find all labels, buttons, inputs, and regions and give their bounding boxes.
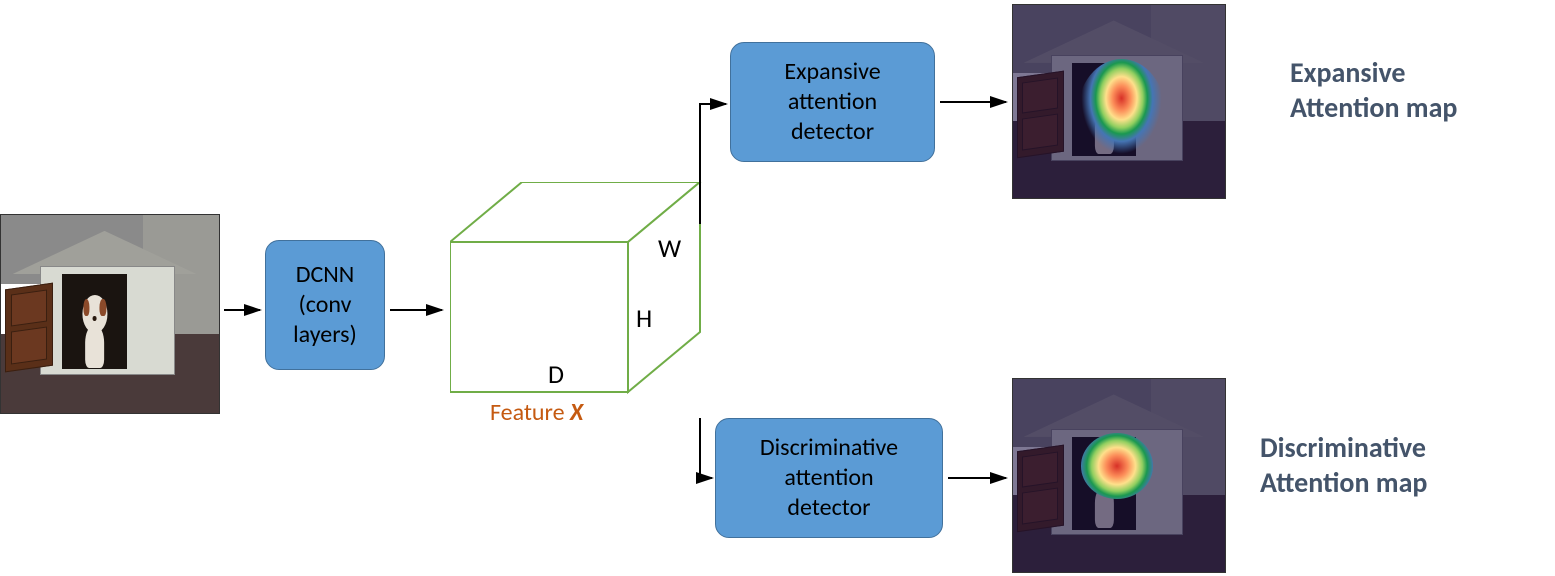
exp-line2: attention: [788, 87, 877, 116]
feature-caption-text: Feature: [490, 398, 570, 427]
input-image: [0, 214, 220, 414]
discriminative-detector-box: Discriminative attention detector: [715, 418, 943, 538]
disc-line1: Discriminative: [760, 433, 898, 462]
exp-out-line1: Expansive: [1290, 55, 1406, 90]
cube-label-h: H: [636, 302, 652, 334]
doghouse-scene: [1, 215, 219, 413]
cube-label-d: D: [548, 358, 564, 390]
expansive-detector-box: Expansive attention detector: [730, 42, 935, 162]
exp-line1: Expansive: [784, 57, 880, 86]
disc-line3: detector: [787, 493, 870, 522]
exp-out-line2: Attention map: [1290, 90, 1457, 125]
disc-out-line2: Attention map: [1260, 465, 1427, 500]
cube-label-w: W: [658, 232, 681, 264]
dcnn-line2: (conv: [299, 290, 352, 319]
feature-caption: Feature X: [490, 398, 583, 427]
disc-line2: attention: [784, 463, 873, 492]
dcnn-line3: layers): [293, 320, 357, 349]
expansive-map-image: [1012, 4, 1226, 199]
discriminative-map-label: Discriminative Attention map: [1260, 430, 1427, 500]
exp-line3: detector: [791, 117, 874, 146]
discriminative-map-image: [1012, 378, 1226, 573]
disc-out-line1: Discriminative: [1260, 430, 1426, 465]
dcnn-line1: DCNN: [296, 260, 355, 289]
feature-cube: [450, 182, 710, 402]
heatmap-expansive: [1077, 59, 1166, 171]
expansive-map-label: Expansive Attention map: [1290, 55, 1457, 125]
heatmap-discriminative: [1081, 433, 1153, 499]
feature-caption-var: X: [570, 398, 583, 427]
dcnn-box: DCNN (conv layers): [265, 240, 385, 370]
